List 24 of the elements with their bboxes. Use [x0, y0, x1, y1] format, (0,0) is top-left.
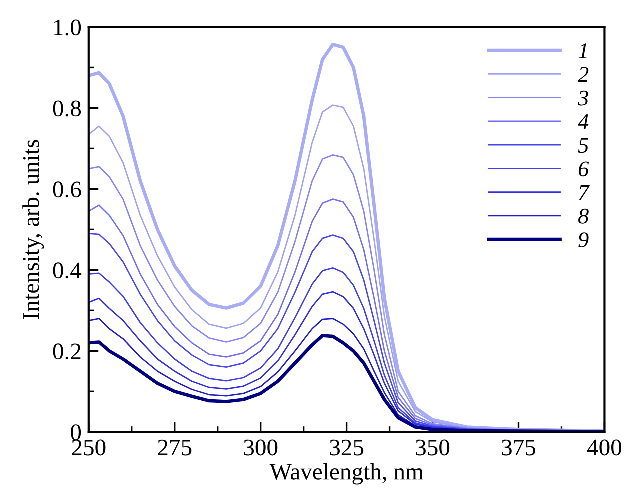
x-tick-label: 375 [502, 440, 536, 456]
x-tick-label: 275 [158, 440, 192, 456]
legend-label: 1 [578, 44, 587, 58]
x-tick-label: 350 [416, 440, 450, 456]
legend-label: 7 [579, 186, 590, 200]
x-axis-title: Wavelength, nm [270, 463, 424, 485]
x-tick-label: 400 [587, 440, 622, 456]
x-tick-label: 250 [72, 440, 106, 456]
x-tick-label: 300 [244, 440, 278, 456]
y-tick-label: 0.4 [53, 262, 82, 279]
legend-label: 2 [578, 67, 589, 82]
y-tick-label: 1.0 [54, 20, 82, 36]
y-tick-label: 0.8 [53, 100, 82, 117]
y-tick-label: 0.6 [53, 182, 82, 198]
x-tick-label: 325 [330, 440, 364, 456]
legend-label: 9 [578, 232, 589, 248]
y-tick-label: 0.2 [53, 344, 81, 360]
legend-label: 6 [578, 162, 590, 177]
legend-label: 8 [578, 208, 589, 224]
legend-label: 5 [578, 138, 588, 154]
y-axis-title: Intensity, arb. units [22, 140, 44, 320]
legend-label: 4 [578, 114, 589, 130]
legend-label: 3 [578, 90, 588, 106]
y-tick-label: 0 [71, 424, 82, 441]
